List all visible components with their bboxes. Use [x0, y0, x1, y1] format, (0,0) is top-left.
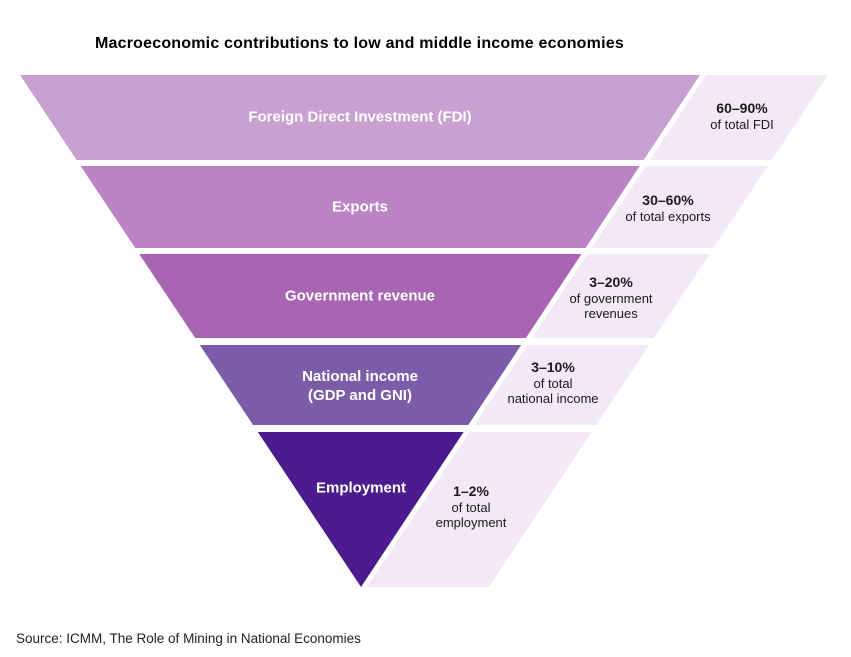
band-label-text: Government revenue — [284, 287, 436, 305]
funnel-label-area-0 — [649, 75, 828, 160]
value-unit-line2: national income — [507, 391, 599, 406]
funnel-label-area-4 — [367, 432, 592, 587]
value-unit-line2: employment — [435, 515, 507, 530]
value-label-exports: 30–60% of total exports — [625, 192, 711, 224]
value-unit-line2: revenues — [584, 306, 638, 321]
band-label-fdi: Foreign Direct Investment (FDI) — [248, 108, 471, 127]
band-label-text: Exports — [332, 198, 388, 216]
funnel-band-0 — [20, 75, 700, 160]
band-label-government-revenue: Government revenue — [285, 287, 435, 306]
band-label-text-line2: (GDP and GNI) — [308, 387, 412, 404]
value-unit-line1: of total — [451, 499, 491, 515]
band-label-national-income: National income (GDP and GNI) — [302, 367, 418, 405]
value-label-fdi: 60–90% of total FDI — [710, 100, 774, 132]
value-unit-line1: of total FDI — [710, 116, 774, 132]
funnel-label-area-3 — [474, 345, 650, 425]
band-label-text: National income — [302, 368, 418, 385]
value-unit-line1: of total exports — [625, 208, 711, 224]
funnel-label-area-2 — [531, 254, 710, 338]
value-range: 3–20% — [589, 274, 633, 290]
chart-title: Macroeconomic contributions to low and m… — [95, 35, 624, 52]
funnel-band-3 — [199, 345, 522, 425]
funnel-band-1 — [80, 166, 640, 248]
value-range: 30–60% — [642, 192, 694, 208]
value-range: 3–10% — [531, 359, 575, 375]
value-unit-line1: of total — [533, 375, 573, 391]
value-range: 1–2% — [453, 483, 489, 499]
band-label-text: Employment — [315, 479, 407, 497]
value-unit-line1: of government — [569, 290, 653, 306]
value-label-government-revenue: 3–20% of government revenues — [569, 274, 653, 322]
band-label-employment: Employment — [316, 479, 406, 498]
source-note: Source: ICMM, The Role of Mining in Nati… — [16, 631, 361, 646]
funnel-band-2 — [139, 254, 582, 338]
band-label-exports: Exports — [332, 198, 388, 217]
value-range: 60–90% — [716, 100, 768, 116]
funnel-label-area-1 — [591, 166, 768, 248]
funnel-band-4 — [257, 432, 464, 587]
value-label-national-income: 3–10% of total national income — [507, 359, 599, 407]
value-label-employment: 1–2% of total employment — [435, 483, 507, 531]
band-label-text: Foreign Direct Investment (FDI) — [248, 108, 472, 126]
